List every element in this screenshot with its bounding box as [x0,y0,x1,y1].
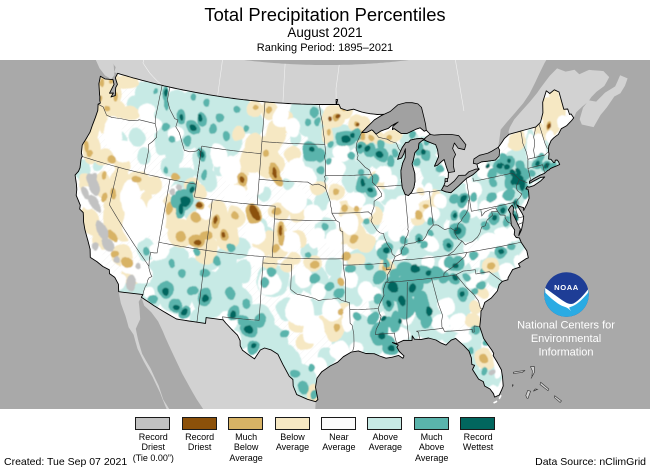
svg-text:Environmental: Environmental [531,333,601,345]
svg-text:Information: Information [538,347,593,359]
svg-text:National Centers for: National Centers for [517,320,615,332]
svg-text:NOAA: NOAA [554,283,579,292]
